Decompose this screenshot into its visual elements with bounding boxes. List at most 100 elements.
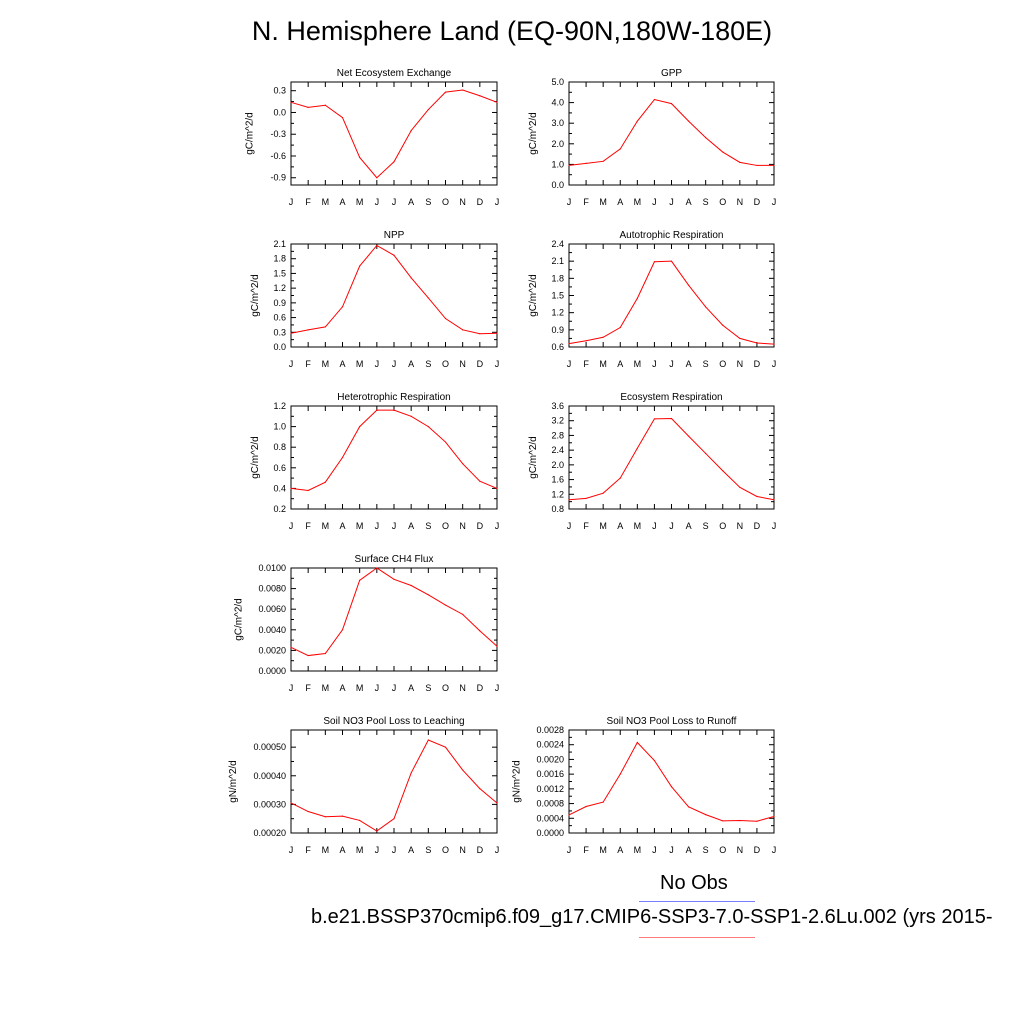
panel-title: Ecosystem Respiration bbox=[620, 392, 722, 403]
panel-title: GPP bbox=[661, 68, 682, 79]
data-point bbox=[585, 340, 587, 342]
x-tick-label: M bbox=[599, 359, 607, 369]
panel-title: Soil NO3 Pool Loss to Runoff bbox=[607, 716, 737, 727]
x-tick-label: A bbox=[408, 521, 414, 531]
data-point bbox=[290, 802, 292, 804]
y-tick-label: 0.6 bbox=[273, 463, 286, 473]
x-tick-label: J bbox=[375, 197, 380, 207]
x-tick-label: A bbox=[617, 197, 623, 207]
x-tick-label: S bbox=[425, 197, 431, 207]
data-point bbox=[687, 284, 690, 286]
x-tick-label: M bbox=[322, 845, 330, 855]
x-tick-label: A bbox=[408, 683, 414, 693]
y-tick-label: 0.0 bbox=[273, 342, 286, 352]
y-tick-label: 1.5 bbox=[273, 268, 286, 278]
x-tick-label: J bbox=[567, 845, 572, 855]
x-tick-label: D bbox=[477, 197, 484, 207]
x-tick-label: A bbox=[617, 845, 623, 855]
y-axis-label: gC/m^2/d bbox=[250, 274, 261, 317]
x-tick-label: J bbox=[392, 197, 397, 207]
data-point bbox=[602, 492, 604, 494]
data-point bbox=[307, 489, 309, 492]
x-tick-label: N bbox=[737, 197, 744, 207]
data-point bbox=[705, 452, 707, 455]
data-point bbox=[359, 579, 361, 581]
data-point bbox=[359, 156, 361, 159]
x-tick-label: J bbox=[289, 359, 294, 369]
x-tick-label: F bbox=[305, 845, 311, 855]
data-point bbox=[393, 409, 395, 411]
data-point bbox=[341, 456, 344, 459]
data-point bbox=[444, 91, 447, 93]
y-tick-label: 2.8 bbox=[551, 430, 564, 440]
data-point bbox=[636, 120, 638, 122]
x-tick-label: N bbox=[459, 197, 466, 207]
x-tick-label: A bbox=[339, 521, 345, 531]
x-tick-label: J bbox=[669, 845, 674, 855]
x-tick-label: O bbox=[719, 845, 726, 855]
data-point bbox=[444, 746, 447, 748]
data-point bbox=[359, 426, 361, 428]
y-tick-label: 0.0060 bbox=[258, 604, 286, 614]
data-point bbox=[687, 120, 690, 122]
x-tick-label: A bbox=[339, 197, 345, 207]
x-tick-label: M bbox=[356, 683, 364, 693]
y-tick-label: 0.0004 bbox=[536, 813, 564, 823]
y-tick-label: 3.0 bbox=[551, 118, 564, 128]
data-point bbox=[602, 160, 604, 162]
x-tick-label: N bbox=[459, 683, 466, 693]
data-point bbox=[376, 567, 378, 569]
data-point bbox=[653, 98, 656, 101]
x-tick-label: O bbox=[442, 197, 449, 207]
x-tick-label: J bbox=[652, 845, 657, 855]
data-point bbox=[773, 499, 775, 501]
series-line bbox=[568, 98, 774, 166]
y-tick-label: 0.0000 bbox=[536, 828, 564, 838]
x-tick-label: J bbox=[772, 845, 777, 855]
x-tick-label: O bbox=[442, 521, 449, 531]
data-point bbox=[307, 329, 309, 331]
y-tick-label: 4.0 bbox=[551, 98, 564, 108]
y-tick-label: 3.6 bbox=[551, 401, 564, 411]
y-tick-label: 1.6 bbox=[551, 475, 564, 485]
x-tick-label: F bbox=[305, 683, 311, 693]
legend-case-label: b.e21.BSSP370cmip6.f09_g17.CMIP6-SSP3-7.… bbox=[311, 906, 993, 928]
y-axis-label: gN/m^2/d bbox=[228, 760, 239, 803]
x-tick-label: J bbox=[495, 521, 500, 531]
data-point bbox=[462, 329, 464, 331]
x-tick-label: J bbox=[495, 845, 500, 855]
x-tick-label: J bbox=[392, 845, 397, 855]
panel-title: Soil NO3 Pool Loss to Leaching bbox=[323, 716, 464, 727]
x-tick-label: J bbox=[392, 359, 397, 369]
x-tick-label: D bbox=[754, 521, 761, 531]
x-tick-label: A bbox=[617, 359, 623, 369]
data-point bbox=[653, 418, 656, 420]
y-tick-label: 1.2 bbox=[273, 283, 286, 293]
chart-npp: J F M A M J J A S O N D J0.00.30.60.91.21.51.82.1NPP… bbox=[250, 230, 499, 369]
x-tick-label: J bbox=[289, 521, 294, 531]
plot-frame bbox=[290, 81, 498, 186]
plot-frame bbox=[290, 243, 498, 348]
series-line bbox=[568, 418, 775, 501]
x-tick-label: O bbox=[719, 197, 726, 207]
x-tick-label: D bbox=[754, 359, 761, 369]
data-point bbox=[393, 578, 395, 580]
plot-frame bbox=[568, 729, 775, 834]
data-point bbox=[444, 441, 447, 443]
data-point bbox=[496, 332, 498, 334]
y-tick-label: 1.0 bbox=[273, 422, 286, 432]
x-tick-label: J bbox=[772, 359, 777, 369]
x-tick-label: D bbox=[754, 197, 761, 207]
data-point bbox=[756, 164, 758, 167]
x-tick-label: M bbox=[634, 845, 642, 855]
legend-obs-line bbox=[639, 901, 755, 902]
x-tick-label: D bbox=[477, 521, 484, 531]
data-point bbox=[602, 336, 604, 338]
x-tick-label: F bbox=[583, 359, 589, 369]
y-tick-label: 0.0020 bbox=[536, 754, 564, 764]
y-tick-label: 0.00040 bbox=[253, 771, 286, 781]
x-tick-label: N bbox=[737, 845, 744, 855]
data-point bbox=[427, 594, 429, 596]
series-line bbox=[568, 260, 775, 345]
x-tick-label: S bbox=[703, 521, 709, 531]
